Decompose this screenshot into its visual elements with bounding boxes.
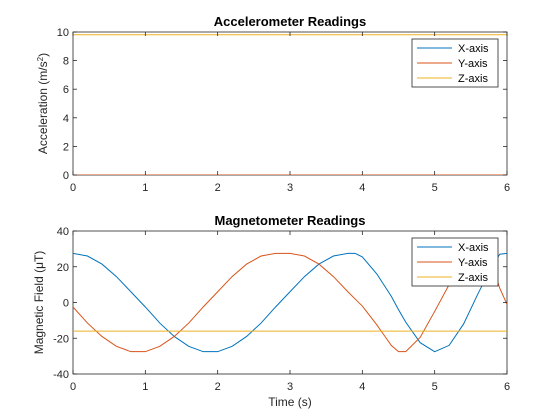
x-tick-label: 3 — [287, 182, 293, 194]
y-tick-label: -40 — [53, 369, 69, 381]
x-tick-label: 6 — [504, 381, 510, 393]
y-tick-label: 6 — [63, 84, 69, 96]
legend-label-x-axis: X-axis — [458, 43, 489, 55]
legend-label-y-axis: Y-axis — [458, 58, 488, 70]
x-tick-label: 4 — [359, 182, 365, 194]
magnetometer-x-axis-label: Time (s) — [268, 395, 312, 409]
x-tick-label: 2 — [215, 381, 221, 393]
x-tick-label: 3 — [287, 381, 293, 393]
legend-label-z-axis: Z-axis — [458, 73, 488, 85]
x-tick-label: 5 — [432, 381, 438, 393]
x-tick-label: 0 — [70, 182, 76, 194]
legend-label-x-axis: X-axis — [458, 242, 489, 254]
x-tick-label: 6 — [504, 182, 510, 194]
y-tick-label: 10 — [57, 27, 69, 39]
y-tick-label: 20 — [57, 262, 69, 274]
magnetometer-title: Magnetometer Readings — [215, 213, 366, 228]
y-tick-label: 4 — [63, 113, 69, 125]
magnetometer-y-axis-label: Magnetic Field (μT) — [32, 251, 46, 355]
x-tick-label: 1 — [142, 381, 148, 393]
y-tick-label: 2 — [63, 141, 69, 153]
y-tick-label: 0 — [63, 298, 69, 310]
y-tick-label: -20 — [53, 333, 69, 345]
x-tick-label: 2 — [215, 182, 221, 194]
accelerometer-subplot: Accelerometer Readings 0 1 2 3 4 5 6 0 2 4 6 8 10 A… — [36, 14, 511, 194]
y-tick-label: 0 — [63, 170, 69, 182]
magnetometer-legend: X-axis Y-axis Z-axis — [411, 237, 499, 287]
magnetometer-series-lines — [73, 252, 507, 353]
y-tick-label: 40 — [57, 226, 69, 238]
accelerometer-legend: X-axis Y-axis Z-axis — [411, 38, 499, 88]
legend-label-z-axis: Z-axis — [458, 272, 488, 284]
x-tick-label: 1 — [142, 182, 148, 194]
x-tick-label: 5 — [432, 182, 438, 194]
y-tick-label: 8 — [63, 56, 69, 68]
x-tick-label: 0 — [70, 381, 76, 393]
x-tick-label: 4 — [359, 381, 365, 393]
series-line-x-axis — [73, 252, 507, 353]
legend-label-y-axis: Y-axis — [458, 257, 488, 269]
series-line-y-axis — [73, 252, 507, 353]
magnetometer-y-ticks: -40 -20 0 20 40 — [53, 226, 507, 381]
magnetometer-subplot: Magnetometer Readings 0 1 2 3 4 5 6 -40 -20 0 20 4… — [32, 213, 510, 409]
accelerometer-y-axis-label: Acceleration (m/s2) — [36, 53, 51, 154]
magnetometer-x-ticks: 0 1 2 3 4 5 6 — [70, 231, 510, 393]
accelerometer-x-ticks: 0 1 2 3 4 5 6 — [70, 32, 510, 194]
accelerometer-y-ticks: 0 2 4 6 8 10 — [57, 27, 507, 182]
accelerometer-title: Accelerometer Readings — [214, 14, 366, 29]
